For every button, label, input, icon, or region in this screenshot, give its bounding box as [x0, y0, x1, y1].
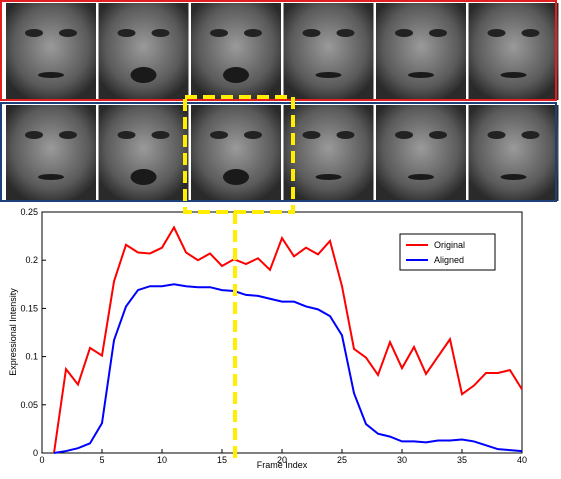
face-bg [284, 105, 374, 201]
eye [337, 29, 355, 37]
x-tick-label: 15 [217, 455, 227, 465]
eye [210, 131, 228, 139]
eye [118, 29, 136, 37]
x-tick-label: 40 [517, 455, 527, 465]
face-image [469, 3, 559, 100]
face-image [191, 105, 281, 201]
mouth [131, 67, 157, 83]
x-tick-label: 5 [99, 455, 104, 465]
eye [488, 131, 506, 139]
eye [210, 29, 228, 37]
face-bg [6, 105, 96, 201]
mouth [501, 72, 527, 78]
mouth [408, 174, 434, 180]
eye [337, 131, 355, 139]
face-image [99, 105, 189, 201]
mouth [316, 72, 342, 78]
eye [118, 131, 136, 139]
face-bg [376, 3, 466, 100]
face-bg [469, 105, 559, 201]
x-tick-label: 10 [157, 455, 167, 465]
x-tick-label: 20 [277, 455, 287, 465]
face-image [284, 105, 374, 201]
eye [59, 131, 77, 139]
eye [395, 29, 413, 37]
face-bg [191, 105, 281, 201]
face-image [191, 3, 281, 100]
face-bg [376, 105, 466, 201]
face-image [6, 3, 96, 100]
eye [395, 131, 413, 139]
legend-label: Aligned [434, 255, 464, 265]
eye [244, 29, 262, 37]
legend-label: Original [434, 240, 465, 250]
eye [488, 29, 506, 37]
x-tick-label: 30 [397, 455, 407, 465]
eye [59, 29, 77, 37]
mouth [131, 169, 157, 185]
y-tick-label: 0.2 [25, 255, 38, 265]
y-axis-label: Expressional Intensity [8, 288, 18, 376]
eye [25, 29, 43, 37]
face-bg [191, 3, 281, 100]
y-tick-label: 0.05 [20, 400, 38, 410]
page: {"chart_data": {"type": "line", "xlabel"… [0, 0, 561, 479]
face-bg [6, 3, 96, 100]
x-tick-label: 25 [337, 455, 347, 465]
y-tick-label: 0.15 [20, 303, 38, 313]
x-tick-label: 35 [457, 455, 467, 465]
face-bg [99, 105, 189, 201]
face-image [376, 3, 466, 100]
face-image [99, 3, 189, 100]
mouth [38, 72, 64, 78]
mouth [223, 169, 249, 185]
face-image [469, 105, 559, 201]
face-bg [284, 3, 374, 100]
face-image [284, 3, 374, 100]
eye [152, 29, 170, 37]
face-image [376, 105, 466, 201]
mouth [38, 174, 64, 180]
face-image [6, 105, 96, 201]
face-bg [99, 3, 189, 100]
figure: Frame Index Expressional Intensity 05101… [0, 0, 561, 474]
face-bg [469, 3, 559, 100]
y-tick-label: 0 [33, 448, 38, 458]
eye [522, 29, 540, 37]
eye [244, 131, 262, 139]
eye [152, 131, 170, 139]
eye [303, 131, 321, 139]
eye [429, 29, 447, 37]
mouth [316, 174, 342, 180]
mouth [408, 72, 434, 78]
eye [25, 131, 43, 139]
eye [303, 29, 321, 37]
y-tick-label: 0.1 [25, 352, 38, 362]
eye [522, 131, 540, 139]
legend: Original Aligned [400, 234, 495, 270]
y-tick-label: 0.25 [20, 207, 38, 217]
x-tick-label: 0 [39, 455, 44, 465]
mouth [501, 174, 527, 180]
mouth [223, 67, 249, 83]
eye [429, 131, 447, 139]
